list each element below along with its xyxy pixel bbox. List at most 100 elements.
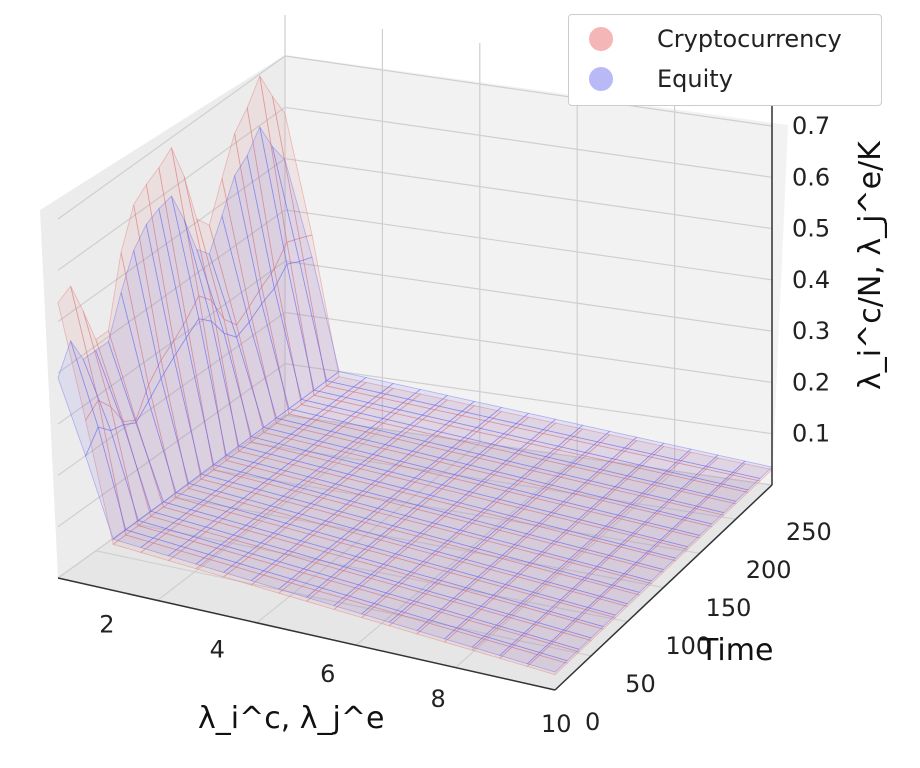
y-tick-label: 250 [786, 518, 832, 546]
surface-patch [254, 478, 297, 497]
surface-patch [333, 594, 375, 615]
surface-patch [122, 422, 164, 512]
surface-patch [317, 430, 359, 449]
surface-patch [242, 488, 285, 507]
surface-patch [112, 534, 155, 553]
surface-patch [347, 468, 389, 486]
surface-patch [455, 619, 498, 640]
surface-patch [215, 480, 257, 499]
surface-patch [475, 421, 518, 439]
surface-patch [461, 405, 503, 423]
axis-lines [57, 85, 773, 691]
surface-patch [508, 477, 550, 496]
surface-patch [247, 546, 290, 566]
surface-patch [416, 619, 458, 640]
left-grid-line [57, 414, 286, 579]
surface-patch [302, 414, 345, 432]
surface-patch [57, 285, 99, 422]
surface-patch [330, 570, 372, 590]
z-tick-label: 0.5 [792, 215, 830, 243]
surface-patch [250, 574, 293, 594]
surface-patch [200, 469, 242, 487]
surface-patch [474, 540, 516, 560]
surface-patch [399, 450, 441, 469]
surface-patch [120, 204, 162, 387]
surface-patch [695, 494, 737, 514]
left-pane [40, 55, 285, 578]
surface-patch [261, 287, 302, 410]
surface-patch [550, 632, 592, 653]
surface-patch [225, 445, 267, 463]
surface-patch [175, 487, 217, 506]
surface-patch [373, 596, 415, 616]
surface-patch [632, 524, 674, 544]
surface-patch [344, 442, 387, 460]
surface-patch [486, 529, 528, 549]
surface-patch [299, 234, 340, 387]
back-grid-line [284, 157, 773, 230]
surface-patch [367, 392, 409, 410]
surface-patch [571, 577, 613, 597]
surface-patch [260, 537, 302, 556]
surface-patch [340, 391, 382, 408]
surface-patch [297, 507, 339, 526]
surface-patch [495, 491, 538, 510]
surface-patch [559, 462, 601, 481]
surface-patch [376, 501, 419, 520]
surface-patch [315, 552, 357, 572]
surface-patch [145, 166, 187, 343]
surface-patch [528, 551, 571, 571]
surface-patch [240, 467, 282, 485]
surface-patch [300, 394, 343, 412]
surface-patch [463, 427, 505, 445]
surface-patch [282, 486, 324, 504]
surface-patch [202, 490, 245, 509]
surface-patch [406, 393, 449, 411]
surface-patch [317, 580, 360, 600]
surface-patch [173, 318, 215, 480]
surface-patch [139, 537, 182, 557]
surface-patch [352, 382, 395, 399]
surface-patch [446, 533, 489, 552]
surface-patch [461, 400, 503, 418]
surface-patch [483, 498, 525, 517]
surface-patch [416, 622, 458, 643]
surface-patch [577, 511, 619, 530]
surface-patch [438, 447, 481, 465]
surface-patch [488, 411, 530, 428]
surface-patch [70, 340, 112, 432]
surface-patch [515, 416, 557, 434]
surface-patch [436, 425, 478, 443]
back-grid-line [284, 55, 773, 127]
surface-patch [205, 521, 247, 541]
surface-patch [656, 502, 698, 521]
surface-patch [562, 618, 605, 639]
surface-patch [294, 480, 337, 499]
z-tick-label: 0.1 [792, 420, 830, 448]
surface-patch [647, 539, 689, 559]
surface-patch [587, 472, 629, 491]
surface-patch [719, 474, 761, 493]
surface-patch [97, 426, 139, 531]
surface-patch [592, 528, 634, 548]
surface-patch [262, 560, 305, 580]
surface-patch [260, 532, 302, 552]
surface-patch [212, 460, 255, 478]
surface-patch [553, 529, 595, 549]
surface-patch [192, 526, 235, 546]
surface-patch [569, 424, 611, 443]
surface-patch [360, 602, 403, 623]
surface-patch [423, 430, 466, 449]
surface-patch [511, 632, 553, 653]
surface-patch [647, 542, 689, 562]
surface-equity [57, 125, 773, 673]
surface-patch [488, 406, 530, 424]
surface-patch [404, 508, 446, 528]
surface-patch [202, 495, 245, 514]
surface-patch [382, 557, 424, 577]
surface-patch [221, 174, 263, 324]
z-tick-label: 0.4 [792, 266, 830, 294]
surface-patch [279, 459, 322, 478]
surface-patch [394, 546, 437, 566]
surface-patch [608, 543, 650, 563]
